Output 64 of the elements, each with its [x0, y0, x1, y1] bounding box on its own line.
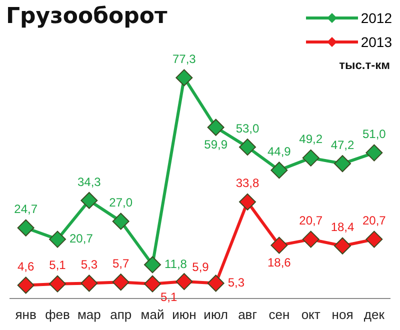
x-tick-label: июл: [204, 306, 228, 322]
point: [302, 230, 320, 248]
legend-label: 2013: [360, 34, 392, 50]
x-tick-label: май: [140, 306, 164, 322]
data-label: 24,7: [14, 202, 38, 216]
x-tick-label: июн: [172, 306, 196, 322]
point: [80, 274, 98, 292]
data-label: 11,8: [164, 257, 188, 272]
x-tick-label: сен: [268, 306, 290, 322]
x-tick-label: мар: [77, 306, 101, 322]
data-label: 51,0: [362, 127, 386, 142]
data-label: 5,3: [228, 276, 245, 290]
point: [270, 236, 288, 254]
data-label: 59,9: [204, 138, 228, 152]
x-tick-label: фев: [45, 306, 70, 322]
point: [144, 275, 161, 292]
point: [176, 69, 193, 86]
point: [270, 162, 288, 179]
point: [334, 155, 351, 172]
point: [334, 237, 351, 254]
x-tick-label: апр: [110, 306, 132, 322]
x-tick-label: янв: [15, 306, 36, 322]
data-label: 34,3: [77, 174, 102, 189]
data-label: 18,4: [330, 220, 354, 234]
point: [207, 118, 224, 136]
x-tick-label: ноя: [332, 306, 354, 322]
point: [49, 275, 66, 292]
data-label: 5,1: [160, 290, 178, 304]
data-label: 5,7: [112, 256, 130, 270]
point: [112, 212, 130, 230]
point: [239, 138, 256, 156]
data-label: 18,6: [267, 256, 292, 270]
data-label: 53,0: [236, 121, 260, 136]
point: [17, 276, 34, 294]
data-label: 49,2: [299, 132, 323, 146]
data-label: 20,7: [299, 214, 323, 228]
data-label: 20,7: [362, 214, 386, 228]
point: [112, 274, 130, 291]
data-label: 5,9: [192, 260, 210, 274]
data-label: 4,6: [17, 260, 34, 274]
point: [366, 144, 383, 162]
point: [17, 219, 34, 236]
point: [207, 274, 224, 292]
text: тыс.т-км: [339, 58, 390, 72]
legend-label: 2012: [360, 10, 392, 26]
data-label: 5,1: [49, 258, 66, 272]
data-label: 20,7: [70, 232, 94, 246]
data-label: 33,8: [236, 176, 260, 190]
point: [366, 230, 383, 248]
data-label: 5,3: [80, 258, 98, 272]
data-label: 27,0: [109, 196, 133, 210]
point: [176, 273, 193, 290]
data-label: 77,3: [172, 52, 196, 66]
chart-title: Грузооборот: [6, 4, 168, 29]
point: [80, 192, 98, 209]
x-tick-label: окт: [301, 306, 320, 322]
point: [49, 230, 66, 248]
x-tick-label: авг: [238, 306, 258, 322]
point: [302, 149, 320, 166]
x-tick-label: дек: [364, 306, 385, 322]
point: [144, 256, 161, 274]
point: [239, 193, 256, 210]
data-label: 47,2: [330, 138, 354, 152]
data-label: 44,9: [267, 144, 292, 159]
